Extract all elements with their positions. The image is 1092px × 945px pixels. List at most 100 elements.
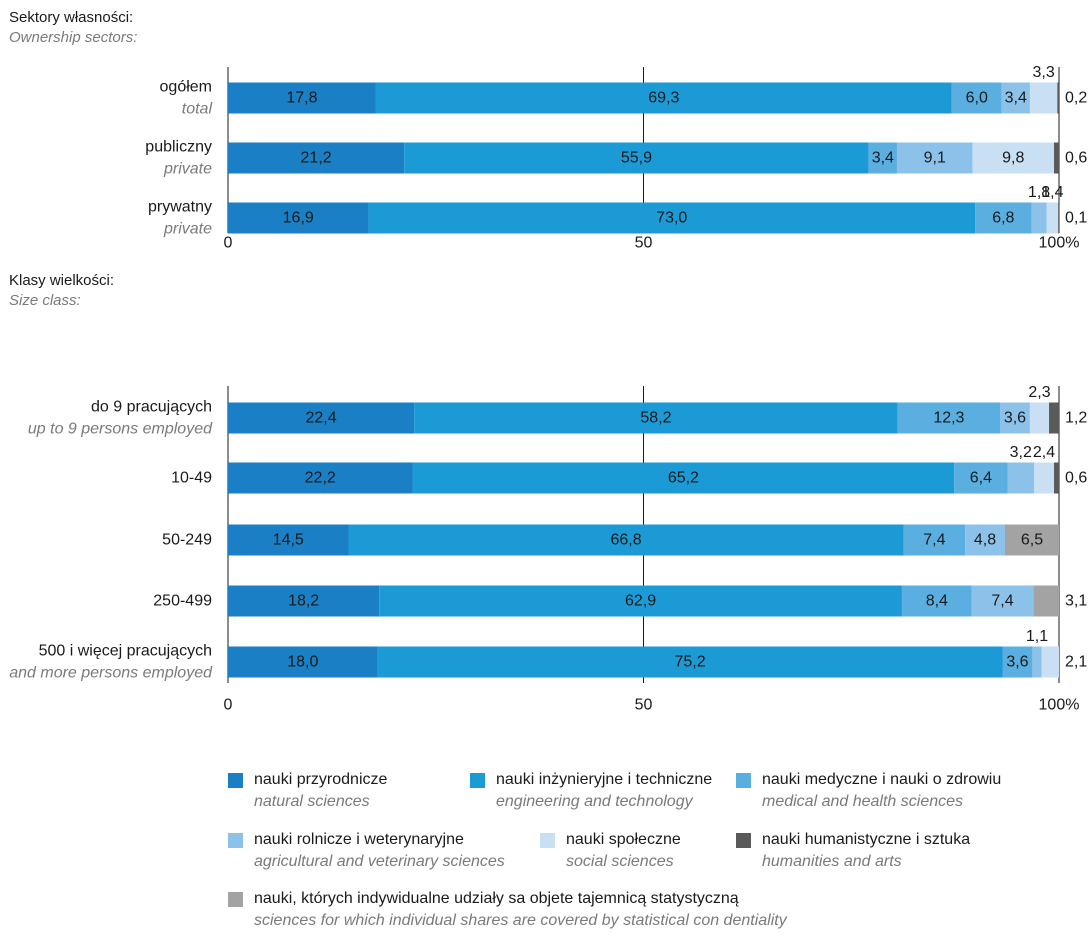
bar-segment — [404, 142, 869, 174]
category-label: prywatny — [148, 199, 212, 216]
legend-label: nauki społeczne — [566, 831, 681, 848]
bar-segment — [1046, 202, 1059, 234]
bar-segment — [228, 82, 376, 114]
ownership-section-title: Sektory własności: — [9, 9, 134, 26]
category-label-en: and more persons employed — [9, 665, 213, 682]
bar-segment — [951, 82, 1002, 114]
bar-segment — [414, 402, 898, 434]
bar-segment — [1002, 646, 1033, 678]
category-label: 10-49 — [171, 470, 212, 487]
category-label-en: private — [163, 221, 212, 238]
bar-segment — [896, 142, 973, 174]
data-label: 7,4 — [991, 593, 1013, 610]
legend-label: nauki inżynieryjne i techniczne — [496, 771, 713, 788]
bar-segment — [868, 142, 897, 174]
category-label-en: private — [163, 161, 212, 178]
data-label: 3,3 — [1033, 64, 1055, 81]
legend-label: nauki humanistyczne i sztuka — [762, 831, 971, 848]
size-section-subtitle: Size class: — [9, 292, 81, 309]
category-label-en: up to 9 persons employed — [28, 421, 213, 438]
x-tick-label: 50 — [635, 235, 653, 252]
data-label: 0,2 — [1065, 90, 1087, 107]
bar-segment — [1049, 402, 1059, 434]
bar-segment — [1001, 82, 1030, 114]
data-label: 4,8 — [974, 532, 996, 549]
category-label: do 9 pracujących — [91, 399, 212, 416]
data-label: 58,2 — [640, 410, 671, 427]
legend-swatch-engineering — [470, 773, 485, 788]
bar-segment — [412, 462, 955, 494]
legend-label: nauki, których indywidualne udziały sa o… — [254, 890, 739, 907]
legend-label-en: engineering and technology — [496, 793, 693, 810]
legend-label-en: natural sciences — [254, 793, 370, 810]
data-label: 1,4 — [1041, 184, 1063, 201]
bar-segment — [228, 524, 349, 556]
bar-segment — [999, 402, 1030, 434]
bar-segment — [375, 82, 952, 114]
bar-segment — [972, 142, 1055, 174]
x-tick-label: 100% — [1039, 697, 1080, 714]
bar-segment — [1007, 462, 1035, 494]
legend-swatch-natural — [228, 773, 243, 788]
category-label: 250-499 — [153, 593, 212, 610]
bar-segment — [903, 524, 966, 556]
data-label: 22,4 — [306, 410, 337, 427]
data-label: 0,1 — [1065, 210, 1087, 227]
data-label: 22,2 — [305, 470, 336, 487]
legend-label-en: humanities and arts — [762, 853, 902, 870]
data-label: 6,0 — [966, 90, 988, 107]
legend-label-en: medical and health sciences — [762, 793, 964, 810]
bar-segment — [965, 524, 1005, 556]
data-label: 3,4 — [872, 150, 894, 167]
bar-segment — [228, 202, 369, 234]
legend-swatch-agricultural — [228, 833, 243, 848]
data-label: 2,1 — [1065, 654, 1087, 671]
bar-segment — [1041, 646, 1059, 678]
data-label: 6,8 — [992, 210, 1014, 227]
bar-segment — [1054, 142, 1059, 174]
bar-segment — [975, 202, 1032, 234]
legend-label-en: agricultural and veterinary sciences — [254, 853, 505, 870]
ownership-section-subtitle: Ownership sectors: — [9, 29, 138, 46]
data-label: 2,4 — [1033, 444, 1055, 461]
data-label: 55,9 — [621, 150, 652, 167]
bar-segment — [228, 142, 405, 174]
data-label: 21,2 — [301, 150, 332, 167]
bar-segment — [228, 462, 413, 494]
bar-segment — [1057, 82, 1059, 114]
x-tick-label: 50 — [635, 697, 653, 714]
bar-segment — [1034, 462, 1055, 494]
legend-label-en: social sciences — [566, 853, 674, 870]
legend-swatch-social — [540, 833, 555, 848]
category-label: ogółem — [160, 79, 212, 96]
legend-swatch-medical — [736, 773, 751, 788]
bar-segment — [228, 585, 380, 617]
data-label: 62,9 — [625, 593, 656, 610]
data-label: 73,0 — [656, 210, 687, 227]
category-label: publiczny — [145, 139, 212, 156]
bar-segment — [1058, 202, 1060, 234]
bar-segment — [1033, 585, 1059, 617]
legend-label: nauki medyczne i nauki o zdrowiu — [762, 771, 1002, 788]
data-label: 16,9 — [283, 210, 314, 227]
legend-swatch-humanities — [736, 833, 751, 848]
data-label: 75,2 — [674, 654, 705, 671]
bar-segment — [228, 402, 415, 434]
legend-label: nauki rolnicze i weterynaryjne — [254, 831, 464, 848]
data-label: 1,8 — [1028, 184, 1050, 201]
x-tick-label: 0 — [224, 697, 233, 714]
data-label: 9,8 — [1002, 150, 1024, 167]
data-label: 14,5 — [273, 532, 304, 549]
bar-segment — [1029, 402, 1050, 434]
category-label: 50-249 — [162, 532, 212, 549]
category-label-en: total — [182, 101, 213, 118]
data-label: 1,2 — [1065, 410, 1087, 427]
legend-swatch-confidential — [228, 892, 243, 907]
bar-segment — [897, 402, 1000, 434]
data-label: 12,3 — [933, 410, 964, 427]
bar-segment — [901, 585, 972, 617]
bar-segment — [348, 524, 904, 556]
bar-segment — [1004, 524, 1059, 556]
legend-label-en: sciences for which individual shares are… — [254, 912, 787, 929]
